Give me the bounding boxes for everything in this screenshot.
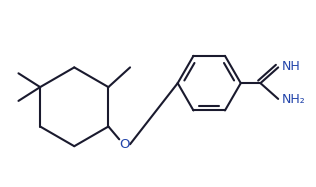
Text: NH: NH: [282, 60, 301, 73]
Text: NH₂: NH₂: [282, 93, 306, 106]
Text: O: O: [119, 138, 129, 151]
